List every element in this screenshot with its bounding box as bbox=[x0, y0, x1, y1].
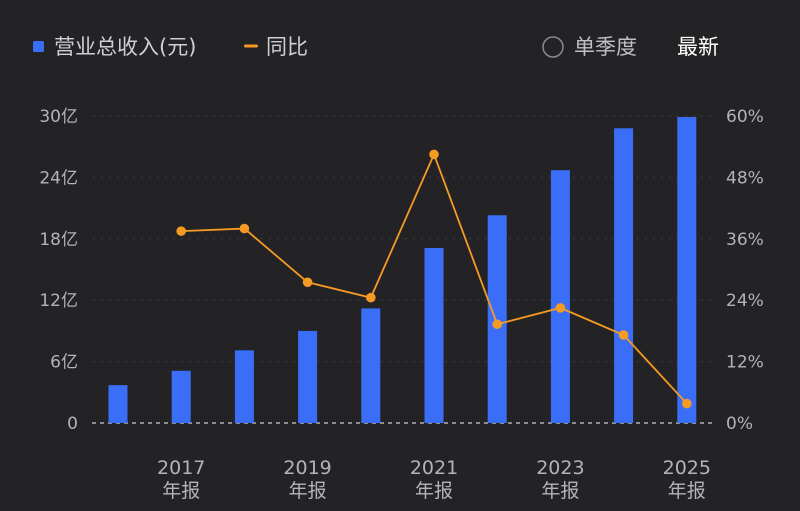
revenue-bar bbox=[234, 350, 254, 423]
revenue-bar bbox=[108, 385, 128, 423]
yoy-legend-label: 同比 bbox=[266, 35, 308, 59]
revenue-bar bbox=[171, 370, 191, 423]
x-tick-period: 年报 bbox=[162, 480, 200, 502]
yoy-legend-swatch bbox=[244, 44, 258, 48]
yoy-point bbox=[366, 292, 376, 303]
grid-lines bbox=[92, 115, 716, 424]
right-axis-tick-label: 12% bbox=[726, 353, 764, 373]
revenue-bar bbox=[361, 308, 381, 423]
x-tick-period: 年报 bbox=[289, 480, 327, 502]
radio-circle-icon[interactable] bbox=[542, 36, 564, 58]
right-axis-tick-label: 48% bbox=[726, 168, 764, 188]
revenue-bar bbox=[550, 170, 570, 423]
revenue-legend-swatch bbox=[33, 41, 44, 52]
yoy-point bbox=[618, 330, 629, 340]
yoy-point bbox=[239, 223, 250, 234]
left-axis-ticks: 0 6亿 12亿 18亿 24亿 30亿 bbox=[39, 107, 78, 434]
revenue-bar bbox=[487, 215, 507, 423]
revenue-legend-label: 营业总收入(元) bbox=[54, 35, 196, 59]
left-axis-tick-label: 12亿 bbox=[39, 291, 78, 311]
yoy-point bbox=[429, 149, 439, 160]
latest-button[interactable]: 最新 bbox=[677, 35, 719, 59]
x-tick-year: 2023 bbox=[536, 457, 584, 479]
revenue-bars bbox=[108, 117, 697, 424]
left-axis-tick-label: 0 bbox=[67, 414, 78, 434]
revenue-bar bbox=[424, 248, 444, 423]
yoy-line-series bbox=[176, 149, 692, 409]
yoy-point bbox=[555, 303, 566, 313]
right-axis-tick-label: 0% bbox=[726, 414, 753, 434]
legend[interactable]: 营业总收入(元) 同比 bbox=[33, 35, 308, 59]
x-tick-period: 年报 bbox=[415, 480, 453, 502]
revenue-bar bbox=[677, 117, 697, 424]
x-tick-period: 年报 bbox=[541, 480, 579, 502]
revenue-bar bbox=[614, 128, 634, 423]
yoy-point bbox=[682, 398, 692, 409]
left-axis-tick-label: 30亿 bbox=[39, 107, 78, 127]
yoy-point bbox=[302, 277, 313, 288]
x-tick-year: 2017 bbox=[157, 457, 205, 479]
right-axis-tick-label: 36% bbox=[726, 230, 764, 250]
left-axis-tick-label: 24亿 bbox=[39, 168, 78, 188]
yoy-point bbox=[492, 319, 503, 330]
right-axis-ticks: 0% 12% 24% 36% 48% 60% bbox=[726, 107, 764, 434]
single-quarter-toggle[interactable]: 单季度 bbox=[542, 35, 637, 59]
single-quarter-label: 单季度 bbox=[574, 35, 637, 59]
x-tick-year: 2025 bbox=[663, 457, 711, 479]
left-axis-tick-label: 6亿 bbox=[50, 353, 78, 373]
right-axis-tick-label: 60% bbox=[726, 107, 764, 127]
revenue-bar bbox=[298, 330, 318, 423]
x-tick-year: 2021 bbox=[410, 457, 458, 479]
right-axis-tick-label: 24% bbox=[726, 291, 764, 311]
x-tick-period: 年报 bbox=[668, 480, 706, 502]
x-tick-year: 2019 bbox=[283, 457, 331, 479]
yoy-point bbox=[176, 226, 186, 236]
left-axis-tick-label: 18亿 bbox=[39, 230, 78, 250]
